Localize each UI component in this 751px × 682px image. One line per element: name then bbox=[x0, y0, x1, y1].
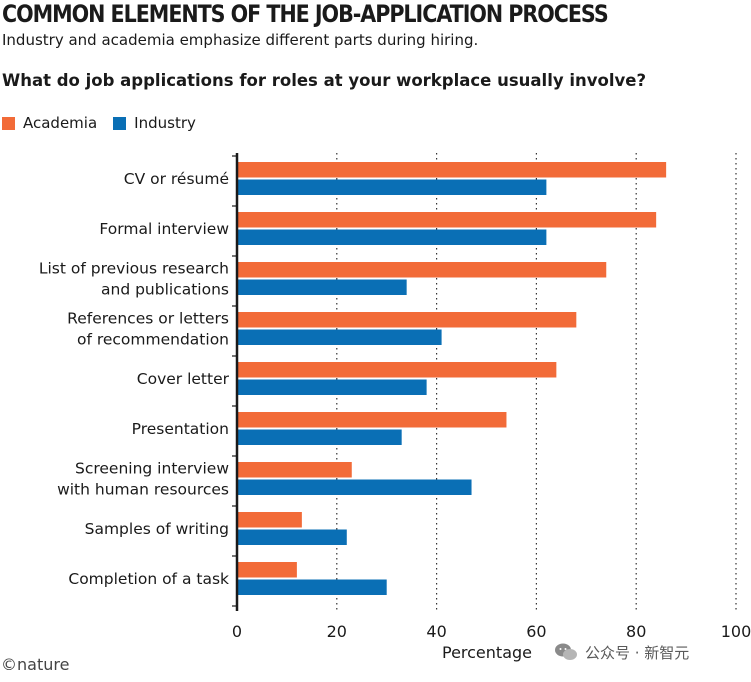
category-label: Screening interview bbox=[75, 460, 229, 478]
bar-academia bbox=[237, 262, 607, 278]
bar-academia bbox=[237, 562, 297, 578]
legend-label-academia: Academia bbox=[23, 114, 98, 132]
x-tick-label: 60 bbox=[526, 622, 546, 641]
bar-academia bbox=[237, 162, 667, 178]
legend-swatch-academia bbox=[2, 116, 15, 130]
category-label: Cover letter bbox=[137, 370, 230, 388]
nature-logo: ©nature bbox=[1, 655, 70, 674]
category-label: Samples of writing bbox=[85, 520, 229, 538]
legend-swatch-industry bbox=[113, 116, 127, 130]
bar-academia bbox=[237, 412, 507, 428]
bar-academia bbox=[237, 462, 352, 478]
chart-subtitle: Industry and academia emphasize differen… bbox=[2, 31, 479, 49]
category-label: Presentation bbox=[132, 420, 229, 438]
legend-item-academia: Academia bbox=[2, 113, 97, 133]
legend-item-industry: Industry bbox=[113, 113, 196, 133]
bar-industry bbox=[237, 179, 547, 195]
category-label: of recommendation bbox=[77, 331, 229, 349]
bar-industry bbox=[237, 379, 427, 395]
bar-industry bbox=[237, 329, 442, 345]
bar-industry bbox=[237, 529, 347, 545]
bar-academia bbox=[237, 362, 557, 378]
category-label: with human resources bbox=[57, 481, 229, 499]
x-axis-label: Percentage bbox=[442, 643, 532, 662]
category-label: Completion of a task bbox=[68, 570, 229, 588]
wechat-icon bbox=[555, 643, 577, 660]
x-tick-label: 80 bbox=[626, 622, 646, 641]
bar-industry bbox=[237, 429, 402, 445]
category-label: Formal interview bbox=[99, 220, 229, 238]
bar-industry bbox=[237, 229, 547, 245]
bar-industry bbox=[237, 479, 472, 495]
bar-academia bbox=[237, 212, 657, 228]
x-tick-label: 20 bbox=[327, 622, 347, 641]
x-tick-label: 0 bbox=[232, 622, 242, 641]
bar-academia bbox=[237, 312, 577, 328]
bar-industry bbox=[237, 279, 407, 295]
category-label: References or letters bbox=[67, 310, 229, 328]
legend: Academia Industry bbox=[2, 113, 212, 133]
x-tick-label: 40 bbox=[426, 622, 446, 641]
chart-title: COMMON ELEMENTS OF THE JOB-APPLICATION P… bbox=[2, 0, 609, 28]
category-label: List of previous research bbox=[39, 260, 229, 278]
watermark-text: 公众号 · 新智元 bbox=[585, 644, 690, 662]
category-label: and publications bbox=[101, 281, 229, 299]
category-label: CV or résumé bbox=[124, 170, 229, 188]
chart-question: What do job applications for roles at yo… bbox=[2, 71, 647, 90]
legend-label-industry: Industry bbox=[134, 114, 196, 132]
bar-industry bbox=[237, 579, 387, 595]
x-tick-label: 100 bbox=[721, 622, 751, 641]
bar-academia bbox=[237, 512, 302, 528]
